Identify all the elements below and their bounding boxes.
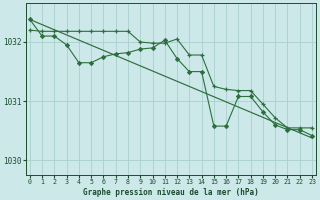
X-axis label: Graphe pression niveau de la mer (hPa): Graphe pression niveau de la mer (hPa) — [83, 188, 259, 197]
